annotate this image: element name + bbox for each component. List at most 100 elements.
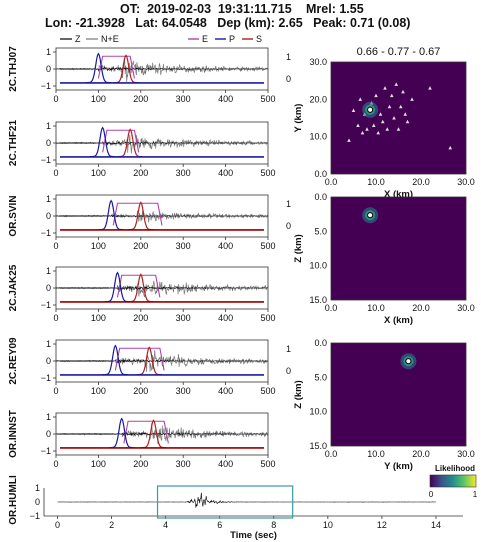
- x-tick-label: 100: [91, 386, 106, 396]
- map-x-tick-label: 30.0: [457, 177, 475, 187]
- map-x-tick-label: 0.0: [325, 177, 338, 187]
- map-x-tick-label: 0.0: [325, 449, 338, 459]
- bottom-station-label: OR.HUMLI: [8, 475, 19, 525]
- map-x-tick-label: 20.0: [412, 303, 430, 313]
- map-background: [330, 342, 467, 447]
- epicenter-xz: [362, 207, 379, 224]
- x-tick-label: 200: [133, 241, 148, 251]
- x-tick-label: 100: [91, 94, 106, 104]
- legend-z-label: Z: [75, 34, 81, 44]
- y-tick-label: 1: [46, 266, 51, 276]
- y-tick-label: 0: [46, 283, 51, 293]
- station-marker: [398, 104, 403, 109]
- map-x-axis-label: X (km): [384, 189, 413, 200]
- y-tick-label: 0: [46, 138, 51, 148]
- legend-label: E: [202, 34, 208, 44]
- station-marker: [448, 145, 453, 150]
- trace-panel: [53, 47, 269, 93]
- x-tick-label: 500: [260, 386, 275, 396]
- station-label: 2C.THJ07: [8, 46, 19, 92]
- x-tick-label: 0: [53, 94, 58, 104]
- y-tick-label: 1: [46, 339, 51, 349]
- legend-label: P: [229, 34, 235, 44]
- y-tick-label: −1: [41, 155, 51, 165]
- station-marker: [387, 104, 392, 109]
- station-marker: [385, 127, 390, 131]
- e-envelope: [123, 420, 169, 444]
- station-marker: [356, 123, 360, 127]
- map-y-tick-label: 10.0: [309, 407, 327, 417]
- map-x-tick-label: 10.0: [367, 303, 385, 313]
- x-tick-label: 500: [260, 168, 275, 178]
- x-tick-label: 500: [260, 241, 275, 251]
- epicenter-xy: [362, 101, 379, 118]
- map-x-tick-label: 0.0: [325, 303, 338, 313]
- station-marker: [401, 89, 405, 94]
- legend-label: S: [256, 34, 262, 44]
- epicenter-marker: [367, 212, 374, 219]
- x-tick-label: 400: [218, 94, 233, 104]
- y-tick-label: −1: [41, 446, 51, 456]
- x-tick-label: 200: [133, 168, 148, 178]
- map-x-tick-label: 30.0: [457, 303, 475, 313]
- bottom-y-tick-label: −1: [30, 511, 40, 521]
- colorbar-min-label: 0: [429, 490, 434, 499]
- station-marker: [380, 119, 385, 124]
- x-tick-label: 300: [176, 459, 191, 469]
- station-marker: [351, 108, 356, 113]
- bottom-waveform: [57, 492, 436, 508]
- x-tick-label: 0: [53, 241, 58, 251]
- e-envelope: [102, 129, 140, 153]
- bottom-x-tick-label: 10: [323, 520, 333, 530]
- bottom-x-tick-label: 14: [431, 520, 441, 530]
- map-x-axis-label: X (km): [384, 315, 413, 326]
- station-marker: [405, 119, 410, 124]
- legend-ne-label: N+E: [101, 34, 119, 44]
- y-tick-label: −1: [41, 228, 51, 238]
- bottom-x-tick-label: 2: [109, 520, 114, 530]
- trace-panel: [53, 339, 269, 385]
- y-tick-label: 0: [46, 429, 51, 439]
- x-tick-label: 0: [53, 313, 58, 323]
- map-y-tick-label: 0.0: [314, 338, 327, 348]
- x-tick-label: 0: [53, 386, 58, 396]
- colorbar-label: Likelihood: [435, 464, 475, 473]
- map-y-tick-label: 5.0: [314, 372, 327, 382]
- y-tick-label: 0: [46, 356, 51, 366]
- x-tick-label: 400: [218, 241, 233, 251]
- x-tick-label: 200: [133, 94, 148, 104]
- bottom-x-tick-label: 0: [55, 520, 60, 530]
- x-tick-label: 300: [176, 94, 191, 104]
- bottom-y-tick-label: 1: [35, 483, 40, 493]
- trace-panel: [53, 266, 269, 312]
- y-tick-label: 1: [46, 412, 51, 422]
- x-tick-label: 500: [260, 459, 275, 469]
- map-y-tick-label: 0.0: [314, 192, 327, 202]
- right-tick-label: 0: [286, 366, 291, 376]
- p-pick-curve: [98, 199, 124, 231]
- map-y-tick-label: 15.0: [309, 295, 327, 305]
- y-tick-label: 1: [46, 47, 51, 57]
- x-tick-label: 400: [218, 386, 233, 396]
- right-tick-label: 0: [286, 74, 291, 84]
- z-trace: [55, 66, 268, 72]
- x-tick-label: 0: [53, 459, 58, 469]
- y-tick-label: −1: [41, 373, 51, 383]
- station-marker: [358, 97, 363, 101]
- map-x-tick-label: 20.0: [412, 449, 430, 459]
- yz-map: [330, 342, 467, 447]
- x-tick-label: 200: [133, 386, 148, 396]
- e-envelope: [97, 55, 135, 79]
- y-tick-label: −1: [41, 81, 51, 91]
- station-marker: [392, 116, 396, 120]
- right-tick-label: 1: [286, 52, 291, 62]
- x-tick-label: 100: [91, 241, 106, 251]
- station-label: 2C.JAK25: [8, 264, 19, 311]
- bottom-y-tick-label: 0: [35, 497, 40, 507]
- station-marker: [360, 130, 365, 135]
- right-tick-label: 0: [286, 221, 291, 231]
- bottom-x-tick-label: 4: [163, 520, 168, 530]
- x-tick-label: 0: [53, 168, 58, 178]
